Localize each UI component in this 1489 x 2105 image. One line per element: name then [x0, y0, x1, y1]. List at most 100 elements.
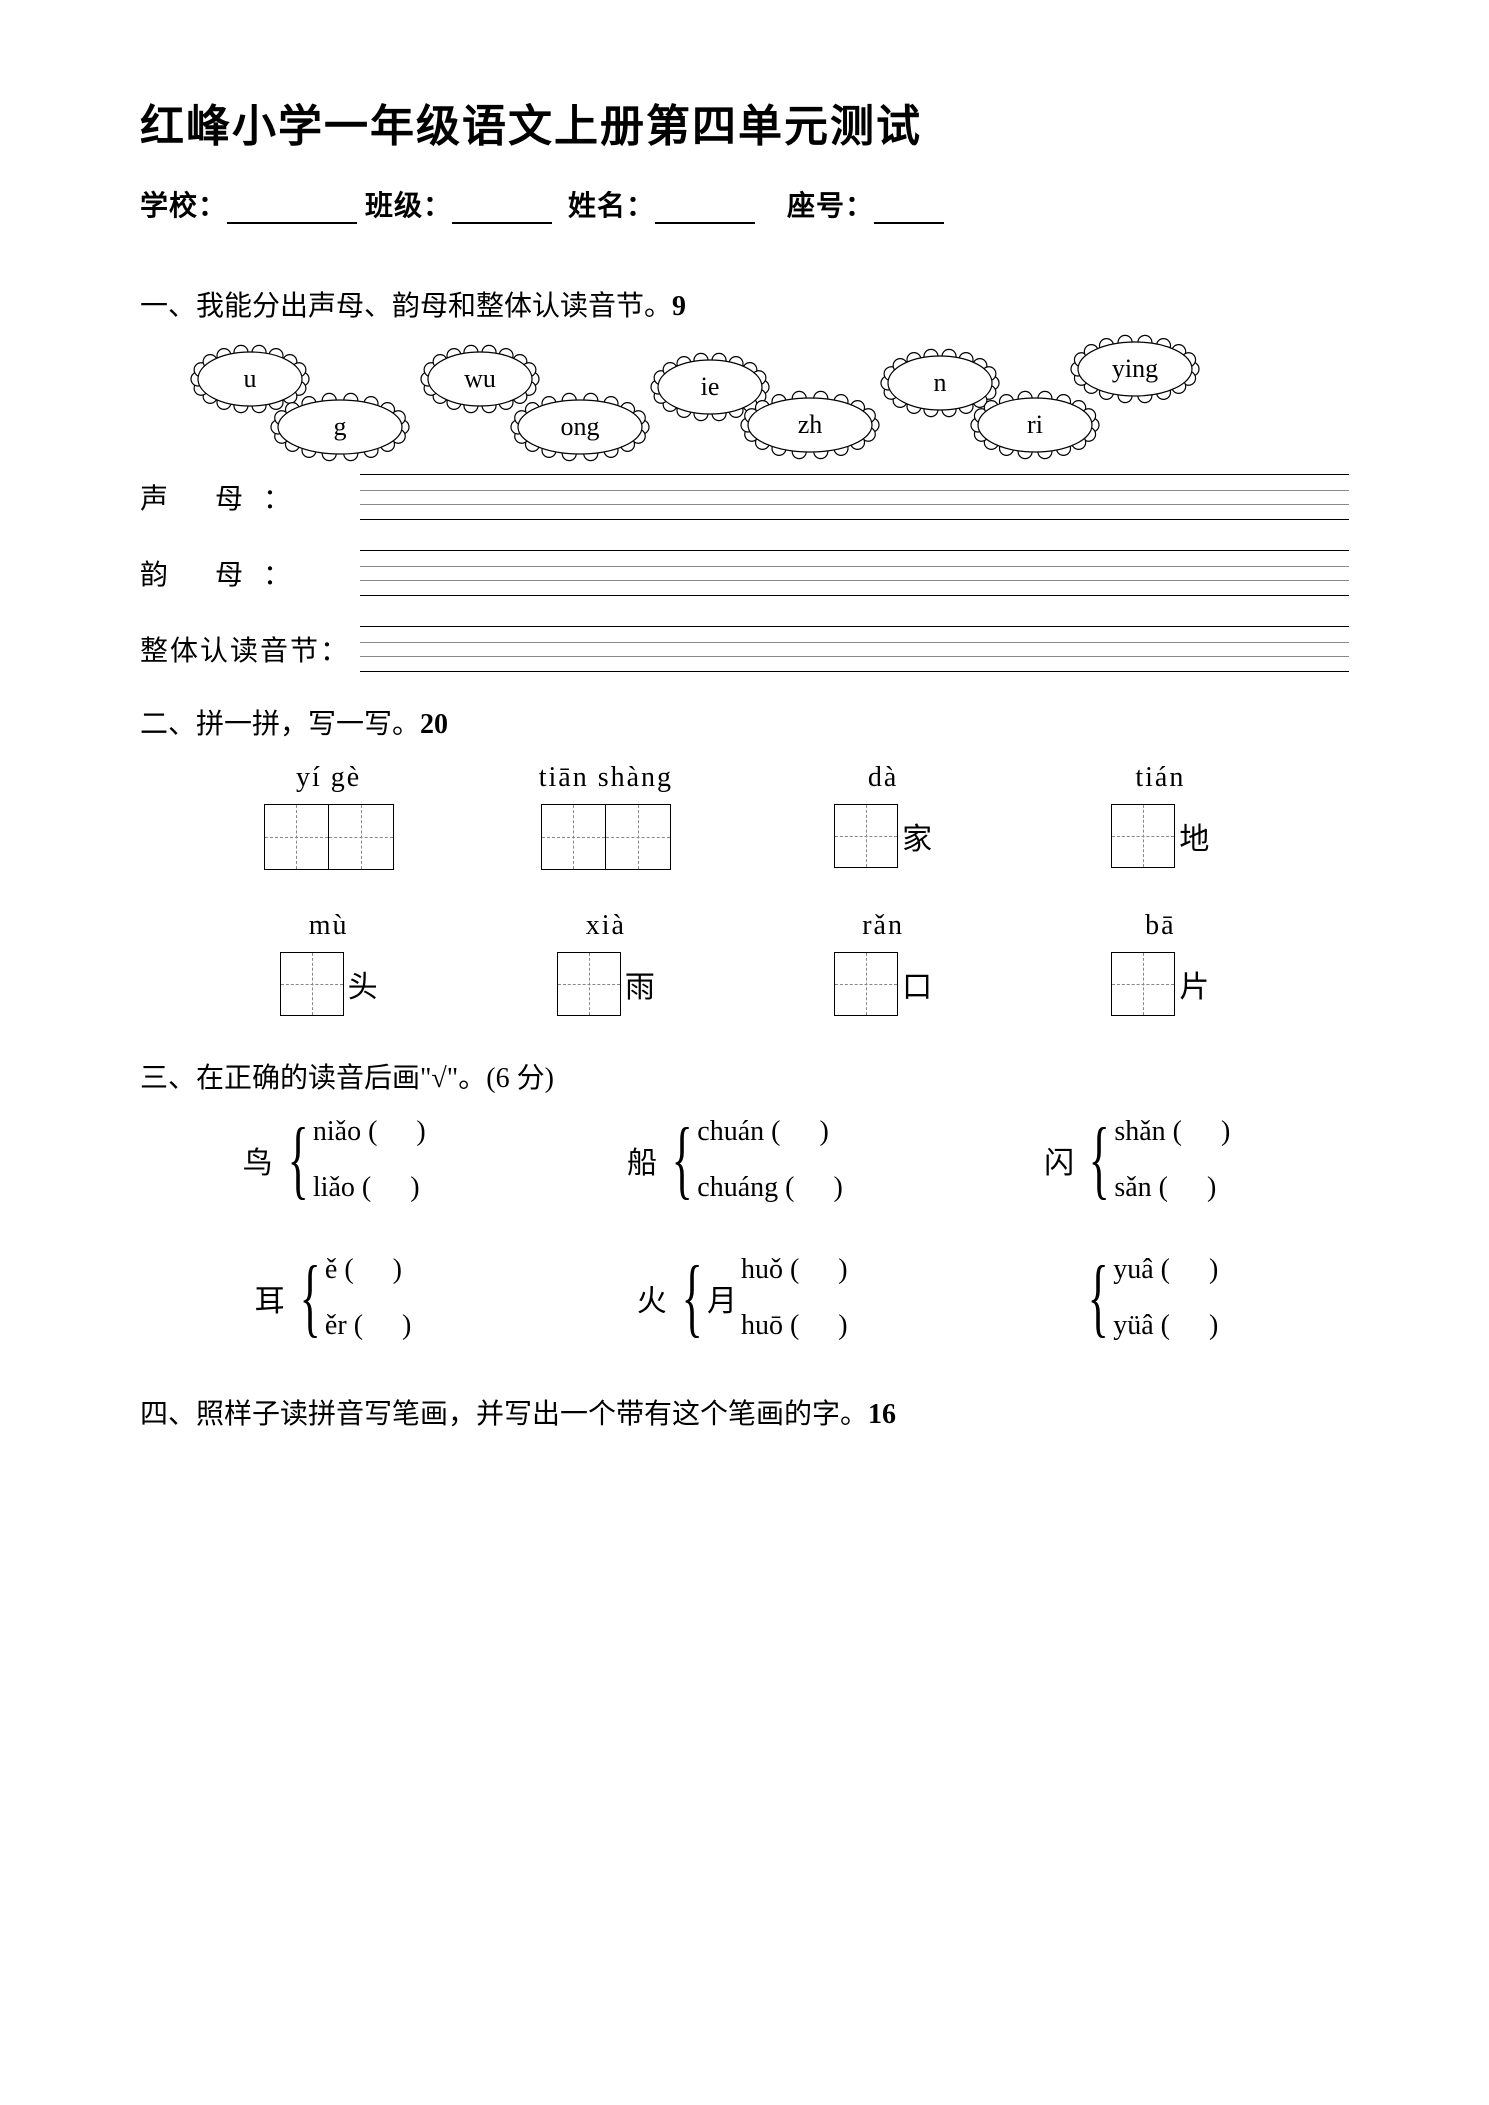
brace-icon: { [672, 1134, 693, 1187]
pinyin-item: tiān shàng [477, 762, 734, 870]
pinyin-label: mù [309, 910, 349, 942]
flower-bubble: ong [510, 392, 650, 462]
section1-points: 9 [672, 291, 686, 322]
reading-option[interactable]: huǒ ( ) [741, 1254, 864, 1286]
reading-option[interactable]: liǎo ( ) [313, 1172, 442, 1204]
brace-icon: { [287, 1134, 308, 1187]
section3-points: 6 分) [496, 1063, 554, 1094]
flower-bubble: zh [740, 390, 880, 460]
pinyin-label: xià [586, 910, 626, 942]
pinyin-item: dà 家 [755, 762, 1012, 870]
flower-label: ri [970, 390, 1100, 460]
page-title: 红峰小学一年级语文上册第四单元测试 [140, 90, 1349, 154]
section4-heading: 四、照样子读拼音写笔画，并写出一个带有这个笔画的字。16 [140, 1392, 1349, 1432]
flower-bubble: g [270, 392, 410, 462]
bracket-char: 船 [627, 1138, 657, 1182]
side-char: 片 [1179, 962, 1209, 1006]
flower-label: zh [740, 390, 880, 460]
section1-heading: 一、我能分出声母、韵母和整体认读音节。9 [140, 284, 1349, 324]
tianzi-box[interactable] [1111, 952, 1175, 1016]
seat-label: 座号： [787, 191, 874, 222]
bracket-char: 鸟 [243, 1138, 273, 1182]
bracket-item: 耳 { ě ( ) ěr ( ) [255, 1254, 428, 1342]
class-blank[interactable] [452, 200, 552, 224]
suffix-char: 月 [707, 1276, 737, 1320]
reading-option[interactable]: huō ( ) [741, 1310, 864, 1342]
section3-heading: 三、在正确的读音后画"√"。(6 分) [140, 1056, 1349, 1096]
bracket-char: 耳 [255, 1276, 285, 1320]
section4-heading-text: 四、照样子读拼音写笔画，并写出一个带有这个笔画的字。 [140, 1399, 868, 1430]
brace-icon: { [1089, 1134, 1110, 1187]
pinyin-item: mù 头 [200, 910, 457, 1016]
pinyin-label: dà [868, 762, 898, 794]
bracket-item: 火 {月 huǒ ( ) huō ( ) [637, 1254, 864, 1342]
ruled-row: 整体认读音节： [140, 626, 1349, 672]
tianzi-double[interactable] [541, 804, 671, 870]
tianzi-box[interactable] [1111, 804, 1175, 868]
bracket-char: 火 [637, 1276, 667, 1320]
reading-option[interactable]: sǎn ( ) [1114, 1172, 1246, 1204]
bracket-item: 鸟 { niǎo ( ) liǎo ( ) [243, 1116, 442, 1204]
flower-label: ong [510, 392, 650, 462]
tianzi-box[interactable] [557, 952, 621, 1016]
brace-icon: { [681, 1272, 702, 1325]
pinyin-label: tián [1135, 762, 1185, 794]
ruled-rows-container: 声 母： 韵 母： 整体认读音节： [140, 474, 1349, 672]
pinyin-item: bā 片 [1032, 910, 1289, 1016]
school-label: 学校： [140, 191, 227, 222]
reading-option[interactable]: niǎo ( ) [313, 1116, 442, 1148]
class-label: 班级： [365, 191, 452, 222]
ruled-label: 韵 母： [140, 553, 360, 593]
ruled-writing-line[interactable] [360, 626, 1349, 672]
ruled-writing-line[interactable] [360, 550, 1349, 596]
bracket-char: 闪 [1044, 1138, 1074, 1182]
reading-option[interactable]: ě ( ) [325, 1254, 427, 1286]
reading-option[interactable]: yuâ ( ) [1113, 1254, 1234, 1286]
reading-option[interactable]: shǎn ( ) [1114, 1116, 1246, 1148]
flower-label: g [270, 392, 410, 462]
ruled-label: 声 母： [140, 477, 360, 517]
pinyin-item: rǎn 口 [755, 910, 1012, 1016]
school-blank[interactable] [227, 200, 357, 224]
bracket-item: 闪 { shǎn ( ) sǎn ( ) [1044, 1116, 1246, 1204]
pinyin-item: tián 地 [1032, 762, 1289, 870]
section4-points: 16 [868, 1399, 896, 1430]
seat-blank[interactable] [874, 200, 944, 224]
section3-heading-text: 三、在正确的读音后画"√"。( [140, 1063, 496, 1094]
pinyin-label: yí gè [296, 762, 361, 794]
reading-option[interactable]: chuán ( ) [697, 1116, 859, 1148]
reading-option[interactable]: ěr ( ) [325, 1310, 427, 1342]
reading-option[interactable]: chuáng ( ) [697, 1172, 859, 1204]
name-label: 姓名： [568, 191, 655, 222]
bracket-rows-container: 鸟 { niǎo ( ) liǎo ( ) 船 { chuán ( ) chuáng… [140, 1116, 1349, 1342]
pinyin-item: xià 雨 [477, 910, 734, 1016]
bracket-row: 耳 { ě ( )ěr ( ) 火 {月 huǒ ( )huō ( ) { yu… [140, 1254, 1349, 1342]
flower-container: u wu ie n ying g ong zh ri [140, 344, 1349, 464]
ruled-row: 韵 母： [140, 550, 1349, 596]
bracket-row: 鸟 { niǎo ( ) liǎo ( ) 船 { chuán ( ) chuáng… [140, 1116, 1349, 1204]
section2-points: 20 [420, 709, 448, 740]
flower-bubble: ri [970, 390, 1100, 460]
side-char: 雨 [625, 962, 655, 1006]
ruled-writing-line[interactable] [360, 474, 1349, 520]
side-char: 口 [902, 962, 932, 1006]
ruled-label: 整体认读音节： [140, 629, 360, 669]
section2-heading-text: 二、拼一拼，写一写。 [140, 709, 420, 740]
ruled-row: 声 母： [140, 474, 1349, 520]
tianzi-box[interactable] [834, 952, 898, 1016]
pinyin-label: bā [1145, 910, 1175, 942]
side-char: 头 [348, 962, 378, 1006]
bracket-item: 船 { chuán ( ) chuáng ( ) [627, 1116, 859, 1204]
side-char: 地 [1179, 814, 1209, 858]
tianzi-box[interactable] [280, 952, 344, 1016]
pinyin-grid: yí gè tiān shàng dà 家tián 地mù 头xià 雨rǎn … [140, 762, 1349, 1016]
section1-heading-text: 一、我能分出声母、韵母和整体认读音节。 [140, 291, 672, 322]
section2-heading: 二、拼一拼，写一写。20 [140, 702, 1349, 742]
reading-option[interactable]: yüâ ( ) [1113, 1310, 1234, 1342]
tianzi-double[interactable] [264, 804, 394, 870]
tianzi-box[interactable] [834, 804, 898, 868]
pinyin-label: tiān shàng [539, 762, 673, 794]
name-blank[interactable] [655, 200, 755, 224]
brace-icon: { [299, 1272, 320, 1325]
bracket-item: { yuâ ( )yüâ ( ) [1073, 1254, 1234, 1342]
